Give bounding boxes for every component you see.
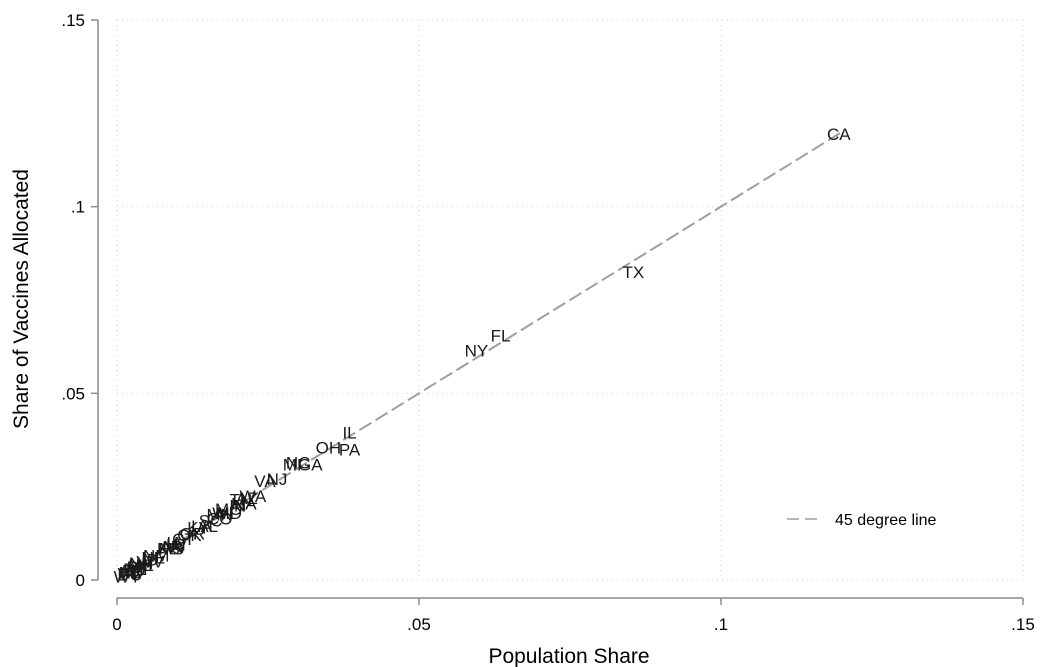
point-label-mn: MN bbox=[206, 506, 232, 525]
grid-lines bbox=[116, 19, 1024, 581]
point-label-ar: AR bbox=[160, 537, 184, 556]
point-label-wv: WV bbox=[137, 552, 165, 571]
point-label-tx: TX bbox=[623, 263, 645, 282]
point-label-pa: PA bbox=[339, 440, 361, 459]
point-label-nc: NC bbox=[286, 453, 311, 472]
y-axis-ticks: 0 .05 .1 .15 bbox=[61, 11, 98, 590]
point-label-de: DE bbox=[123, 560, 147, 579]
point-label-ne: NE bbox=[141, 549, 165, 568]
point-label-tn: TN bbox=[229, 491, 252, 510]
point-label-wy: WY bbox=[114, 567, 141, 586]
point-label-ks: KS bbox=[157, 539, 180, 558]
point-label-ut: UT bbox=[166, 536, 189, 555]
point-label-or: OR bbox=[180, 524, 206, 543]
point-label-nh: NH bbox=[129, 554, 154, 573]
point-label-ct: CT bbox=[172, 530, 195, 549]
point-label-ms: MS bbox=[159, 539, 185, 558]
point-label-sd: SD bbox=[121, 562, 145, 581]
x-axis-title: Population Share bbox=[488, 645, 649, 667]
y-tick-label-0: 0 bbox=[76, 571, 85, 590]
y-tick-label-3: .15 bbox=[61, 11, 85, 30]
legend-label: 45 degree line bbox=[835, 512, 937, 529]
point-label-az: AZ bbox=[236, 489, 258, 508]
x-tick-label-2: .1 bbox=[714, 615, 728, 634]
point-label-nm: NM bbox=[143, 547, 169, 566]
axes bbox=[97, 20, 1023, 599]
point-label-nv: NV bbox=[163, 537, 187, 556]
point-label-ok: OK bbox=[177, 526, 202, 545]
point-label-la: LA bbox=[191, 517, 212, 536]
point-label-co: CO bbox=[207, 509, 233, 528]
point-label-wi: WI bbox=[212, 504, 233, 523]
point-label-ny: NY bbox=[465, 341, 489, 360]
point-label-hi: HI bbox=[136, 556, 153, 575]
y-tick-label-1: .05 bbox=[61, 384, 85, 403]
point-label-nd: ND bbox=[119, 564, 144, 583]
point-label-me: ME bbox=[128, 556, 154, 575]
point-label-sc: SC bbox=[199, 511, 223, 530]
point-label-vt: VT bbox=[118, 564, 140, 583]
point-label-wa: WA bbox=[240, 487, 267, 506]
point-label-ca: CA bbox=[827, 125, 851, 144]
point-label-al: AL bbox=[197, 517, 218, 536]
point-label-ga: GA bbox=[298, 455, 323, 474]
point-label-in: IN bbox=[229, 496, 246, 515]
point-label-mo: MO bbox=[215, 500, 242, 519]
point-label-ma: MA bbox=[231, 494, 257, 513]
point-label-mt: MT bbox=[126, 560, 151, 579]
legend: 45 degree line bbox=[787, 512, 937, 529]
x-tick-label-3: .15 bbox=[1011, 615, 1035, 634]
x-tick-label-0: 0 bbox=[112, 615, 121, 634]
point-label-md: MD bbox=[216, 504, 242, 523]
point-label-dc: DC bbox=[117, 565, 142, 584]
point-label-ak: AK bbox=[119, 562, 142, 581]
x-axis-ticks: 0 .05 .1 .15 bbox=[112, 598, 1035, 634]
reference-line bbox=[116, 131, 843, 581]
point-label-va: VA bbox=[254, 472, 276, 491]
y-axis-title: Share of Vaccines Allocated bbox=[10, 169, 33, 429]
point-label-mi: MI bbox=[283, 455, 302, 474]
point-label-ri: RI bbox=[127, 558, 144, 577]
point-label-ia: IA bbox=[166, 534, 183, 553]
point-label-nj: NJ bbox=[267, 470, 288, 489]
point-label-fl: FL bbox=[491, 326, 511, 345]
point-label-ky: KY bbox=[187, 519, 210, 538]
point-label-id: ID bbox=[142, 550, 159, 569]
point-label-oh: OH bbox=[316, 438, 342, 457]
reference-line-group bbox=[116, 131, 843, 581]
x-tick-label-1: .05 bbox=[407, 615, 431, 634]
y-tick-label-2: .1 bbox=[71, 198, 85, 217]
point-label-il: IL bbox=[342, 424, 356, 443]
